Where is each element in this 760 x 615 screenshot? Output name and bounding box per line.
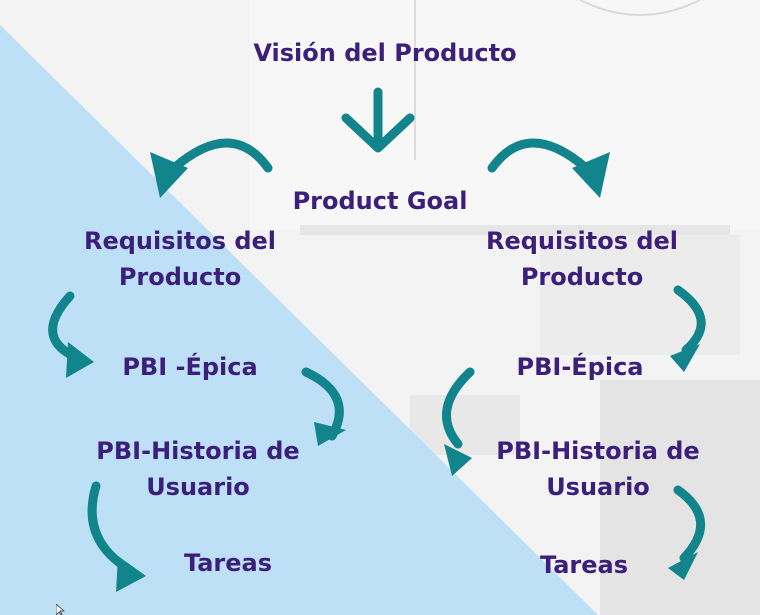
- blue-diagonal-panel: [0, 25, 598, 615]
- photo-screen: [410, 395, 520, 455]
- node-right-tareas: Tareas: [539, 551, 629, 579]
- arrowhead-right-1: [670, 344, 700, 372]
- node-left-pbi-epica: PBI -Épica: [122, 353, 258, 381]
- photo-window: [540, 235, 740, 355]
- node-right-requisitos-line2: Producto: [520, 263, 644, 291]
- node-right-historia-line2: Usuario: [546, 473, 650, 501]
- arrow-right-req-to-epica: [673, 285, 706, 355]
- node-right-requisitos-line1: Requisitos del: [485, 227, 679, 255]
- node-left-tareas: Tareas: [183, 549, 273, 577]
- arrowhead-right-2: [444, 444, 472, 476]
- arrow-right-historia-to-tareas: [673, 485, 705, 563]
- node-product-goal: Product Goal: [292, 187, 468, 215]
- node-vision: Visión del Producto: [253, 39, 517, 67]
- photo-ceiling: [250, 0, 760, 230]
- node-right-pbi-epica: PBI-Épica: [516, 353, 644, 381]
- node-left-historia-line1: PBI-Historia de: [96, 437, 300, 465]
- node-left-historia-line2: Usuario: [146, 473, 250, 501]
- arrowhead-left-3: [116, 556, 146, 592]
- node-left-requisitos-line1: Requisitos del: [83, 227, 277, 255]
- mouse-cursor-icon: [56, 604, 66, 615]
- arrow-down-title: [341, 87, 415, 153]
- node-right-historia-line1: PBI-Historia de: [496, 437, 700, 465]
- arrowhead-top-right: [572, 152, 610, 198]
- arrowhead-left-1: [66, 342, 94, 378]
- arrowhead-right-3: [668, 552, 698, 580]
- arrowhead-left-2: [314, 422, 346, 446]
- arrow-right-epica-to-historia: [441, 367, 475, 449]
- node-left-requisitos-line2: Producto: [118, 263, 242, 291]
- photo-beam: [300, 225, 730, 235]
- arrowhead-top-left: [150, 152, 188, 198]
- arrow-curve-top-right: [487, 138, 591, 173]
- arrow-curve-top-left: [169, 138, 273, 173]
- photo-cable: [579, 0, 701, 16]
